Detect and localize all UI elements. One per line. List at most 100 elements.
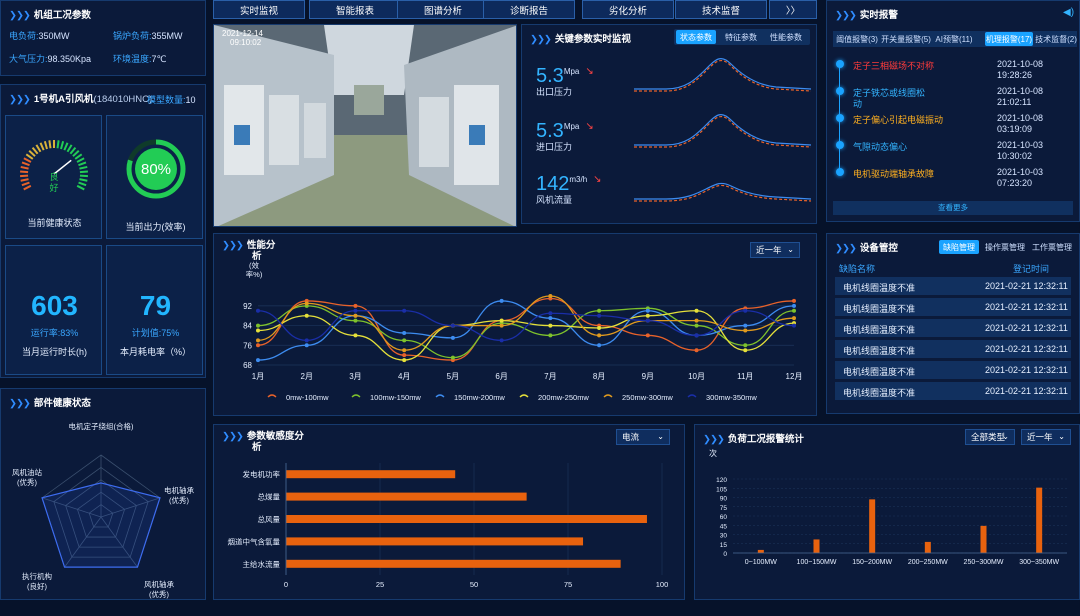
load-range-select[interactable]: 近一年 ⌄ <box>1021 429 1071 445</box>
gauge-tick <box>76 184 85 191</box>
camera-time: 09:10:02 <box>230 38 262 47</box>
bar <box>813 539 820 553</box>
series-point <box>792 308 796 313</box>
gauge-tick <box>23 184 32 191</box>
tab-ai-alarm[interactable]: AI预警(11) <box>935 34 973 44</box>
key-params-panel: ❯❯❯ 关键参数实时监视 状态参数 特征参数 性能参数 5.3Mpa ↘ 出口压力 … <box>521 24 817 224</box>
gauge-tick <box>20 174 29 178</box>
unit-params-title: ❯❯❯ 机组工况参数 <box>9 10 91 21</box>
radar-axis-label: 风机轴承 <box>144 579 174 589</box>
defect-name: 电机线圈温度不准 <box>843 367 916 377</box>
table-row[interactable]: 电机线圈温度不准 2021-02-21 12:32:11 <box>835 298 1071 316</box>
param-outlet-value: 5.3 <box>536 65 564 87</box>
defect-name: 电机线圈温度不准 <box>843 346 916 356</box>
fan-title-text: 1号机A引风机 <box>33 94 94 105</box>
tab-status-params[interactable]: 状态参数 <box>676 30 716 44</box>
sensitivity-title: ❯❯❯ 参数敏感度分析 <box>222 431 304 453</box>
model-count-label: 模型数量: <box>147 95 186 105</box>
table-row[interactable]: 电机线圈温度不准 2021-02-21 12:32:11 <box>835 319 1071 337</box>
sensitivity-select[interactable]: 电流 ⌄ <box>616 429 670 445</box>
param-outlet-unit: Mpa <box>563 67 580 76</box>
series-point <box>597 343 602 348</box>
radar-axis-label: (优秀) <box>169 495 189 505</box>
radar-grid <box>65 479 137 548</box>
components-title-text: 部件健康状态 <box>33 398 91 409</box>
health-card[interactable]: 良 好 当前健康状态 <box>5 115 102 239</box>
speaker-icon[interactable]: ◀) <box>1063 7 1075 18</box>
gauge-tick <box>31 146 39 155</box>
electric-load: 电负荷:350MW <box>9 29 70 42</box>
tab-feature-params[interactable]: 特征参数 <box>725 32 757 42</box>
alarm-date: 2021-10-03 <box>997 167 1044 177</box>
nav-supervision[interactable]: 技术监督 <box>675 0 767 19</box>
alarm-item[interactable]: 定子偏心引起电磁振动 2021-10-08 03:19:09 <box>833 113 1073 139</box>
y-axis-label: 次 <box>709 448 717 458</box>
x-tick-label: 300~350MW <box>1019 559 1059 566</box>
alarm-item[interactable]: 电机驱动端轴承故障 2021-10-03 07:23:20 <box>833 167 1073 193</box>
nav-realtime[interactable]: 实时监视 <box>213 0 305 19</box>
nav-degradation[interactable]: 劣化分析 <box>582 0 674 19</box>
bar <box>286 515 647 523</box>
atm-pressure-value: 98.350Kpa <box>47 54 92 64</box>
series-point <box>256 358 260 363</box>
radar-axis-label: 电机定子绕组(合格) <box>69 421 134 431</box>
tab-mechanism-alarm[interactable]: 机理报警(17) <box>985 32 1033 46</box>
gauge-tick <box>39 142 45 151</box>
nav-diagnosis[interactable]: 诊断报告 <box>483 0 575 19</box>
output-card[interactable]: 80% 当前出力(效率) <box>106 115 203 239</box>
radar-axis-label: (优秀) <box>17 477 37 487</box>
tab-threshold-alarm[interactable]: 阈值报警(3) <box>836 34 878 44</box>
tab-performance-params[interactable]: 性能参数 <box>770 32 802 42</box>
series-line <box>257 297 795 361</box>
tab-defect-management[interactable]: 缺陷管理 <box>939 240 979 254</box>
run-caption: 当月运行时长(h) <box>22 347 87 357</box>
series-point <box>645 333 650 338</box>
defect-time: 2021-02-21 12:32:11 <box>985 323 1068 333</box>
x-tick-label: 5月 <box>447 372 459 381</box>
tab-supervision-alarm[interactable]: 技术监督(2) <box>1035 34 1077 44</box>
performance-range-select[interactable]: 近一年 ⌄ <box>750 242 800 258</box>
bar <box>757 549 764 553</box>
alarm-item[interactable]: 定子三相磁场不对称 2021-10-08 19:28:26 <box>833 59 1073 85</box>
gauge-tick <box>79 178 88 182</box>
x-tick-label: 100~150MW <box>797 559 837 566</box>
alarm-item[interactable]: 气隙动态偏心 2021-10-03 10:30:02 <box>833 140 1073 166</box>
category-label: 烟道中气含氧量 <box>228 536 281 546</box>
nav-more-button[interactable]: 〉〉 <box>769 0 817 19</box>
radar-axis-label: 电机轴承 <box>164 485 194 495</box>
trend-down-icon: ↘ <box>585 66 594 77</box>
series-point <box>499 318 504 323</box>
series-point <box>548 311 553 316</box>
load-type-select[interactable]: 全部类型 ⌄ <box>965 429 1015 445</box>
tab-operation-ticket[interactable]: 操作票管理 <box>985 242 1025 252</box>
run-card[interactable]: 603 运行率:83% 当月运行时长(h) <box>5 245 102 375</box>
series-point <box>353 303 358 308</box>
series-point <box>256 323 260 328</box>
gauge-tick <box>69 146 77 155</box>
table-row[interactable]: 电机线圈温度不准 2021-02-21 12:32:11 <box>835 340 1071 358</box>
tab-work-ticket[interactable]: 工作票管理 <box>1032 242 1072 252</box>
top-nav: 实时监视 智能报表 图谱分析 诊断报告 劣化分析 技术监督 〉〉 <box>213 0 817 20</box>
x-tick-label: 11月 <box>737 372 753 381</box>
tab-switch-alarm[interactable]: 开关量报警(5) <box>881 34 931 44</box>
series-point <box>694 323 699 328</box>
table-row[interactable]: 电机线圈温度不准 2021-02-21 12:32:11 <box>835 382 1071 400</box>
nav-spectrum[interactable]: 图谱分析 <box>397 0 489 19</box>
nav-report[interactable]: 智能报表 <box>309 0 401 19</box>
gauge-tick <box>79 174 88 178</box>
col-defect-name: 缺陷名称 <box>839 264 876 274</box>
table-row[interactable]: 电机线圈温度不准 2021-02-21 12:32:11 <box>835 361 1071 379</box>
series-point <box>499 338 504 343</box>
camera-feed[interactable]: 2021-12-14 09:10:02 <box>213 24 517 227</box>
x-tick-label: 7月 <box>544 372 556 381</box>
gauge-tick <box>74 153 83 160</box>
view-more-button[interactable]: 查看更多 <box>833 201 1073 215</box>
legend-label: 250mw-300mw <box>622 393 673 402</box>
alarm-item[interactable]: 定子铁芯或线圈松 动 2021-10-08 21:02:11 <box>833 86 1073 112</box>
plan-card[interactable]: 79 计划值:75% 本月耗电率（%） <box>106 245 203 375</box>
series-point <box>450 335 455 340</box>
series-point <box>402 338 407 343</box>
defect-name: 电机线圈温度不准 <box>843 388 916 398</box>
table-row[interactable]: 电机线圈温度不准 2021-02-21 12:32:11 <box>835 277 1071 295</box>
load-alarm-chart: 次 0 15 30 45 60 75 90 105 120 0~100MW 100~150MW 150~… <box>709 448 1067 566</box>
